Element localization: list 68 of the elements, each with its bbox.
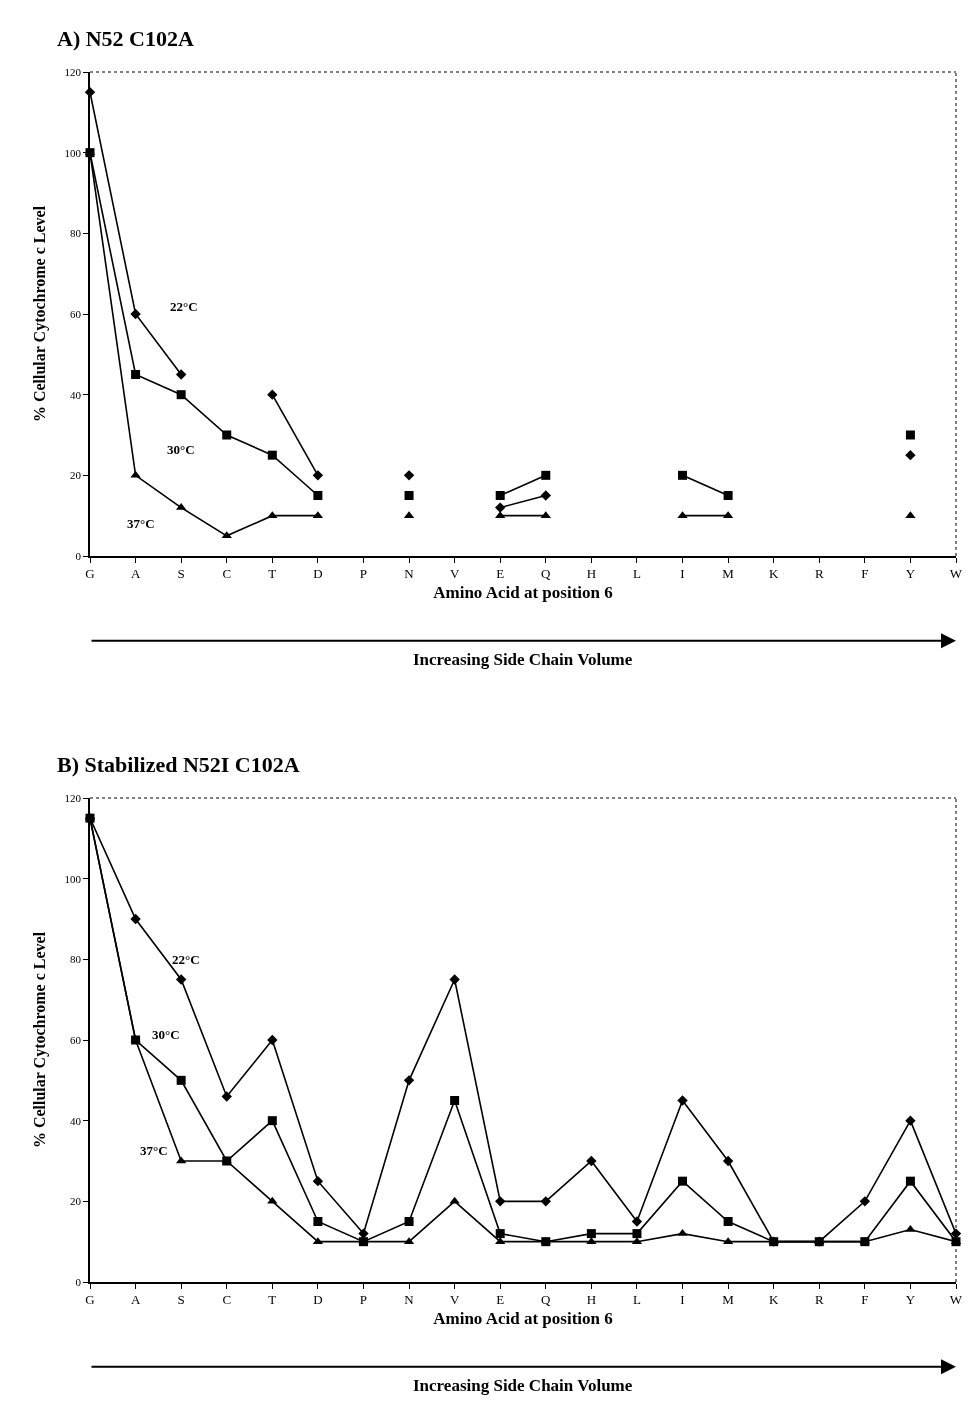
- x-axis-title: Amino Acid at position 6: [433, 583, 613, 603]
- x-tick-label: N: [404, 566, 415, 582]
- y-axis-title: % Cellular Cytochrome c Level: [30, 205, 49, 423]
- chart-title: A) N52 C102A: [57, 26, 194, 51]
- x-tick-label: C: [222, 566, 232, 582]
- x-tick-label: Y: [905, 1292, 916, 1308]
- x-tick-label: E: [496, 1292, 505, 1308]
- x-tick-label: R: [814, 1292, 824, 1308]
- x-tick-label: A: [130, 1292, 141, 1308]
- series-label: 30°C: [152, 1027, 180, 1042]
- y-tick-label: 120: [64, 791, 82, 804]
- x-tick-label: Q: [541, 1292, 552, 1308]
- text: Increasing Side Chain Volume: [413, 650, 633, 669]
- series-label: 37°C: [127, 516, 155, 531]
- y-tick-label: 0: [75, 1275, 82, 1288]
- x-tick-label: D: [313, 1292, 323, 1308]
- x-tick-label: L: [632, 1292, 641, 1308]
- y-tick-label: 60: [70, 307, 82, 320]
- x-tick-label: H: [586, 1292, 597, 1308]
- x-tick-label: P: [359, 566, 368, 582]
- x-tick-label: S: [177, 566, 185, 582]
- y-tick-label: 100: [64, 872, 82, 885]
- x-tick-label: Q: [541, 566, 552, 582]
- x-tick-label: E: [496, 566, 505, 582]
- x-tick-label: V: [449, 566, 460, 582]
- y-tick-label: 100: [64, 146, 82, 159]
- x-tick-label: A: [130, 566, 141, 582]
- x-tick-label: P: [359, 1292, 368, 1308]
- x-tick-label: G: [85, 1292, 95, 1308]
- y-tick-label: 120: [64, 65, 82, 78]
- x-tick-label: F: [861, 1292, 869, 1308]
- x-tick-label: C: [222, 1292, 232, 1308]
- y-tick-label: 80: [70, 227, 82, 240]
- text: 22°C: [170, 299, 198, 314]
- x-tick-label: W: [949, 1292, 963, 1308]
- x-tick-label: T: [268, 566, 277, 582]
- x-tick-label: N: [404, 1292, 415, 1308]
- x-tick-label: M: [722, 566, 735, 582]
- y-tick-label: 80: [70, 953, 82, 966]
- x-axis-title: Amino Acid at position 6: [433, 1309, 613, 1329]
- series-label: 22°C: [172, 952, 200, 967]
- x-tick-label: V: [449, 1292, 460, 1308]
- x-tick-label: I: [680, 1292, 685, 1308]
- y-tick-label: 20: [70, 469, 82, 482]
- y-tick-label: 0: [75, 549, 82, 562]
- x-tick-label: W: [949, 566, 963, 582]
- x-tick-label: F: [861, 566, 869, 582]
- y-tick-label: 40: [70, 388, 82, 401]
- x-tick-label: D: [313, 566, 323, 582]
- x-tick-label: T: [268, 1292, 277, 1308]
- text: 30°C: [167, 442, 195, 457]
- x-tick-label: H: [586, 566, 597, 582]
- chart-title: B) Stabilized N52I C102A: [57, 752, 300, 777]
- x-tick-label: G: [85, 566, 95, 582]
- x-tick-label: M: [722, 1292, 735, 1308]
- x-tick-label: Y: [905, 566, 916, 582]
- x-tick-label: L: [632, 566, 641, 582]
- series-label: 37°C: [140, 1143, 168, 1158]
- x-tick-label: S: [177, 1292, 185, 1308]
- x-tick-label: R: [814, 566, 824, 582]
- text: Increasing Side Chain Volume: [413, 1376, 633, 1395]
- x-tick-label: I: [680, 566, 685, 582]
- y-tick-label: 40: [70, 1114, 82, 1127]
- x-tick-label: K: [768, 566, 779, 582]
- x-tick-label: K: [768, 1292, 779, 1308]
- y-tick-label: 60: [70, 1033, 82, 1046]
- y-axis-title: % Cellular Cytochrome c Level: [30, 931, 49, 1149]
- y-tick-label: 20: [70, 1195, 82, 1208]
